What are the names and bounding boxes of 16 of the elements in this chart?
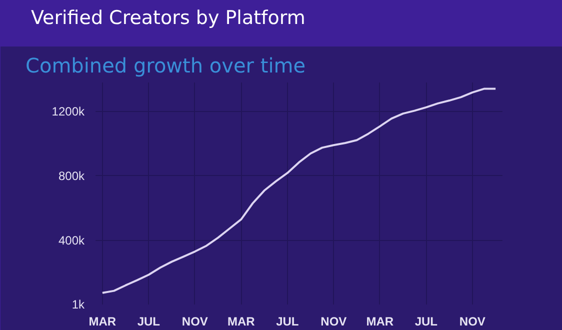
x-tick-label: NOV: [459, 314, 486, 328]
y-tick-label: 1k: [72, 298, 86, 312]
x-tick-label: JUL: [276, 314, 299, 328]
x-tick-label: MAR: [228, 314, 256, 328]
x-tick-label: JUL: [414, 314, 438, 328]
x-tick-label: JUL: [137, 314, 160, 328]
y-tick-label: 400k: [58, 233, 86, 248]
x-tick-label: MAR: [88, 314, 116, 328]
line-series: [101, 88, 497, 294]
chart-subtitle: Combined growth over time: [26, 54, 306, 78]
y-tick-label: 1200k: [52, 104, 86, 118]
x-tick-label: NOV: [182, 314, 208, 328]
y-tick-label: 800k: [58, 168, 86, 183]
x-tick-label: NOV: [320, 314, 347, 328]
x-tick-label: MAR: [366, 314, 394, 328]
chart-title: Verified Creators by Platform: [31, 6, 306, 31]
